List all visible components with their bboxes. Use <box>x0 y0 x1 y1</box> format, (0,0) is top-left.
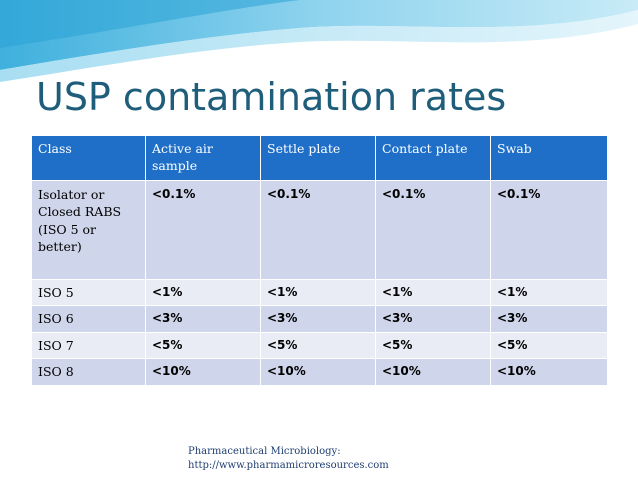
footer-source-url: http://www.pharmamicroresources.com <box>188 459 389 471</box>
decorative-wave-banner <box>0 0 638 82</box>
header-active-air-sample: Active air sample <box>145 135 261 181</box>
active-air-value: <5% <box>145 331 261 360</box>
contamination-rates-table: Class Active air sample Settle plate Con… <box>31 135 608 386</box>
swab-value: <3% <box>490 305 608 333</box>
swab-value: <5% <box>490 331 608 360</box>
contact-plate-value: <5% <box>375 331 491 360</box>
swab-value: <1% <box>490 278 608 307</box>
settle-plate-value: <10% <box>260 358 376 386</box>
swab-value: <10% <box>490 358 608 386</box>
table-header-row: Class Active air sample Settle plate Con… <box>31 135 608 181</box>
row-class-cell: ISO 8 <box>31 358 146 386</box>
settle-plate-value: <1% <box>260 278 376 307</box>
row-class-cell: ISO 7 <box>31 331 146 360</box>
contact-plate-value: <1% <box>375 278 491 307</box>
active-air-value: <10% <box>145 358 261 386</box>
active-air-value: <3% <box>145 305 261 333</box>
table-row: Isolator or Closed RABS (ISO 5 or better… <box>31 179 608 280</box>
slide-title: USP contamination rates <box>36 75 507 119</box>
source-footer: Pharmaceutical Microbiology: http://www.… <box>188 445 389 472</box>
header-settle-plate: Settle plate <box>260 135 376 181</box>
settle-plate-value: <5% <box>260 331 376 360</box>
contact-plate-value: <0.1% <box>375 179 491 280</box>
active-air-value: <0.1% <box>145 179 261 280</box>
row-class-cell: ISO 6 <box>31 305 146 333</box>
table-row: ISO 6 <3% <3% <3% <3% <box>31 305 608 333</box>
row-class-cell: ISO 5 <box>31 278 146 307</box>
footer-source-name: Pharmaceutical Microbiology: <box>188 446 341 457</box>
table-row: ISO 7 <5% <5% <5% <5% <box>31 331 608 360</box>
table-row: ISO 8 <10% <10% <10% <10% <box>31 358 608 386</box>
contact-plate-value: <10% <box>375 358 491 386</box>
active-air-value: <1% <box>145 278 261 307</box>
settle-plate-value: <3% <box>260 305 376 333</box>
header-contact-plate: Contact plate <box>375 135 491 181</box>
settle-plate-value: <0.1% <box>260 179 376 280</box>
row-class-cell: Isolator or Closed RABS (ISO 5 or better… <box>31 179 146 280</box>
header-swab: Swab <box>490 135 608 181</box>
contact-plate-value: <3% <box>375 305 491 333</box>
table-row: ISO 5 <1% <1% <1% <1% <box>31 278 608 307</box>
swab-value: <0.1% <box>490 179 608 280</box>
header-class: Class <box>31 135 146 181</box>
